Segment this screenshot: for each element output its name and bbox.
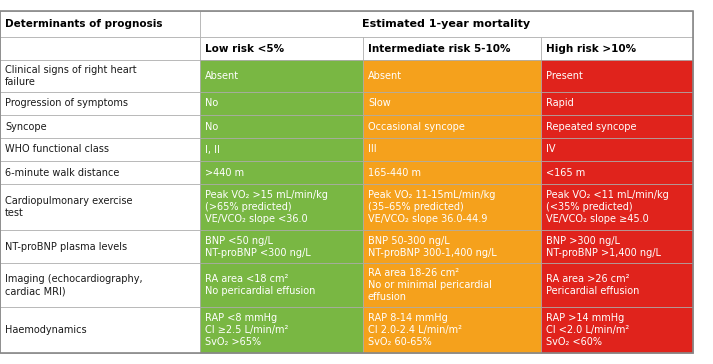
Text: Absent: Absent [368, 71, 402, 81]
Text: Rapid: Rapid [546, 99, 574, 108]
Bar [541, 92, 693, 115]
Text: Occasional syncope: Occasional syncope [368, 122, 465, 131]
Text: RA area 18-26 cm²
No or minimal pericardial
effusion: RA area 18-26 cm² No or minimal pericard… [368, 268, 492, 302]
Bar [0, 37, 200, 60]
Bar [200, 115, 363, 138]
Text: RAP 8-14 mmHg
CI 2.0-2.4 L/min/m²
SvO₂ 60-65%: RAP 8-14 mmHg CI 2.0-2.4 L/min/m² SvO₂ 6… [368, 313, 462, 347]
Text: RA area >26 cm²
Pericardial effusion: RA area >26 cm² Pericardial effusion [546, 274, 640, 296]
Text: III: III [368, 145, 376, 154]
Text: Repeated syncope: Repeated syncope [546, 122, 637, 131]
Bar [200, 92, 363, 115]
Text: Determinants of prognosis: Determinants of prognosis [5, 19, 163, 29]
Bar [363, 230, 541, 263]
Bar [0, 92, 200, 115]
Bar [541, 263, 693, 307]
Text: Low risk <5%: Low risk <5% [205, 44, 284, 54]
Text: BNP <50 ng/L
NT-proBNP <300 ng/L: BNP <50 ng/L NT-proBNP <300 ng/L [205, 236, 311, 257]
Text: BNP >300 ng/L
NT-proBNP >1,400 ng/L: BNP >300 ng/L NT-proBNP >1,400 ng/L [546, 236, 661, 257]
Text: Haemodynamics: Haemodynamics [5, 325, 86, 335]
Bar [200, 230, 363, 263]
Bar [363, 138, 541, 161]
Bar [200, 184, 363, 230]
Bar [363, 37, 541, 60]
Bar [0, 184, 200, 230]
Bar [0, 115, 200, 138]
Bar [363, 92, 541, 115]
Text: Estimated 1-year mortality: Estimated 1-year mortality [362, 19, 530, 29]
Bar [0, 60, 200, 92]
Text: Intermediate risk 5-10%: Intermediate risk 5-10% [368, 44, 511, 54]
Bar [541, 161, 693, 184]
Text: No: No [205, 99, 218, 108]
Text: 6-minute walk distance: 6-minute walk distance [5, 167, 119, 178]
Bar [363, 161, 541, 184]
Text: 165-440 m: 165-440 m [368, 167, 421, 178]
Bar [363, 184, 541, 230]
Text: Cardiopulmonary exercise
test: Cardiopulmonary exercise test [5, 196, 133, 218]
Text: Peak VO₂ <11 mL/min/kg
(<35% predicted)
VE/VCO₂ slope ≥45.0: Peak VO₂ <11 mL/min/kg (<35% predicted) … [546, 190, 669, 224]
Bar [541, 230, 693, 263]
Bar [363, 307, 541, 353]
Text: NT-proBNP plasma levels: NT-proBNP plasma levels [5, 241, 127, 252]
Bar [363, 263, 541, 307]
Bar [200, 11, 693, 37]
Text: Present: Present [546, 71, 583, 81]
Text: No: No [205, 122, 218, 131]
Bar [200, 263, 363, 307]
Bar [0, 230, 200, 263]
Bar [200, 60, 363, 92]
Text: RA area <18 cm²
No pericardial effusion: RA area <18 cm² No pericardial effusion [205, 274, 315, 296]
Bar [363, 115, 541, 138]
Text: RAP <8 mmHg
CI ≥2.5 L/min/m²
SvO₂ >65%: RAP <8 mmHg CI ≥2.5 L/min/m² SvO₂ >65% [205, 313, 288, 347]
Bar [200, 307, 363, 353]
Text: WHO functional class: WHO functional class [5, 145, 109, 154]
Text: BNP 50-300 ng/L
NT-proBNP 300-1,400 ng/L: BNP 50-300 ng/L NT-proBNP 300-1,400 ng/L [368, 236, 497, 257]
Text: Peak VO₂ 11-15mL/min/kg
(35–65% predicted)
VE/VCO₂ slope 36.0-44.9: Peak VO₂ 11-15mL/min/kg (35–65% predicte… [368, 190, 496, 224]
Text: Peak VO₂ >15 mL/min/kg
(>65% predicted)
VE/VCO₂ slope <36.0: Peak VO₂ >15 mL/min/kg (>65% predicted) … [205, 190, 328, 224]
Text: IV: IV [546, 145, 555, 154]
Bar [200, 138, 363, 161]
Bar [0, 11, 200, 37]
Bar [200, 161, 363, 184]
Text: Clinical signs of right heart
failure: Clinical signs of right heart failure [5, 65, 137, 87]
Text: Slow: Slow [368, 99, 391, 108]
Text: RAP >14 mmHg
CI <2.0 L/min/m²
SvO₂ <60%: RAP >14 mmHg CI <2.0 L/min/m² SvO₂ <60% [546, 313, 630, 347]
Bar [541, 307, 693, 353]
Text: Syncope: Syncope [5, 122, 46, 131]
Bar [541, 138, 693, 161]
Bar [363, 60, 541, 92]
Bar [0, 161, 200, 184]
Text: I, II: I, II [205, 145, 220, 154]
Text: >440 m: >440 m [205, 167, 244, 178]
Text: Absent: Absent [205, 71, 239, 81]
Text: Imaging (echocardiography,
cardiac MRI): Imaging (echocardiography, cardiac MRI) [5, 274, 143, 296]
Bar [541, 184, 693, 230]
Bar [541, 37, 693, 60]
Text: <165 m: <165 m [546, 167, 585, 178]
Bar [541, 115, 693, 138]
Bar [541, 60, 693, 92]
Text: Progression of symptoms: Progression of symptoms [5, 99, 128, 108]
Bar [0, 138, 200, 161]
Text: High risk >10%: High risk >10% [546, 44, 636, 54]
Bar [0, 307, 200, 353]
Bar [200, 37, 363, 60]
Bar [0, 263, 200, 307]
